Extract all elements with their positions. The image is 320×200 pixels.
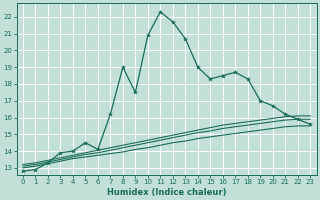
X-axis label: Humidex (Indice chaleur): Humidex (Indice chaleur)	[107, 188, 226, 197]
